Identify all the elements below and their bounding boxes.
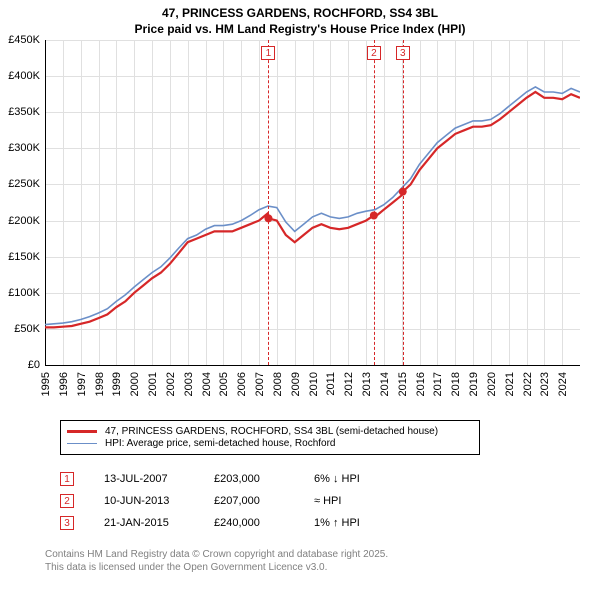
title-line-2: Price paid vs. HM Land Registry's House … — [0, 22, 600, 38]
sales-row-diff: ≈ HPI — [314, 495, 414, 507]
y-tick-label: £450K — [8, 34, 40, 46]
sales-row-price: £203,000 — [214, 473, 314, 485]
x-tick-label: 2008 — [272, 372, 284, 396]
legend-swatch — [67, 443, 97, 445]
x-tick-label: 2011 — [325, 372, 337, 396]
sales-row: 2 10-JUN-2013£207,000≈ HPI — [60, 490, 414, 512]
y-tick-label: £300K — [8, 142, 40, 154]
x-tick-label: 2003 — [183, 372, 195, 396]
y-tick-label: £100K — [8, 287, 40, 299]
legend-label: 47, PRINCESS GARDENS, ROCHFORD, SS4 3BL … — [105, 426, 438, 437]
x-tick-label: 1995 — [40, 372, 52, 396]
x-tick-label: 2017 — [432, 372, 444, 396]
y-tick-label: £0 — [28, 359, 40, 371]
sales-row-price: £207,000 — [214, 495, 314, 507]
x-tick-label: 2010 — [308, 372, 320, 396]
y-tick-label: £400K — [8, 70, 40, 82]
x-tick-label: 2006 — [236, 372, 248, 396]
x-tick-label: 1996 — [58, 372, 70, 396]
sales-row-diff: 6% ↓ HPI — [314, 473, 414, 485]
x-tick-label: 2018 — [450, 372, 462, 396]
x-tick-label: 2004 — [201, 372, 213, 396]
y-tick-label: £250K — [8, 178, 40, 190]
sales-row-diff: 1% ↑ HPI — [314, 517, 414, 529]
plot-area: 1 2 3 — [45, 40, 580, 365]
legend-row: 47, PRINCESS GARDENS, ROCHFORD, SS4 3BL … — [67, 426, 473, 437]
x-tick-label: 2000 — [129, 372, 141, 396]
x-tick-label: 1998 — [94, 372, 106, 396]
x-tick-label: 1997 — [76, 372, 88, 396]
sale-marker-vline — [403, 40, 404, 365]
legend-box: 47, PRINCESS GARDENS, ROCHFORD, SS4 3BL … — [60, 420, 480, 455]
x-tick-label: 2021 — [504, 372, 516, 396]
x-tick-label: 1999 — [111, 372, 123, 396]
footer-line-1: Contains HM Land Registry data © Crown c… — [45, 548, 388, 561]
sale-marker-box: 3 — [396, 46, 410, 60]
sale-marker-vline — [374, 40, 375, 365]
sales-row-price: £240,000 — [214, 517, 314, 529]
sales-row-date: 10-JUN-2013 — [104, 495, 214, 507]
x-tick-label: 2020 — [486, 372, 498, 396]
sales-row-date: 21-JAN-2015 — [104, 517, 214, 529]
chart-container: 47, PRINCESS GARDENS, ROCHFORD, SS4 3BL … — [0, 0, 600, 590]
sales-row-date: 13-JUL-2007 — [104, 473, 214, 485]
y-tick-label: £50K — [14, 323, 40, 335]
x-tick-label: 2016 — [415, 372, 427, 396]
sales-row: 3 21-JAN-2015£240,0001% ↑ HPI — [60, 512, 414, 534]
x-tick-label: 2013 — [361, 372, 373, 396]
x-tick-label: 2022 — [522, 372, 534, 396]
x-tick-label: 2015 — [397, 372, 409, 396]
sales-table: 1 13-JUL-2007£203,0006% ↓ HPI 2 10-JUN-2013… — [60, 468, 414, 534]
y-tick-label: £200K — [8, 215, 40, 227]
property-line — [45, 92, 580, 327]
footer-line-2: This data is licensed under the Open Gov… — [45, 561, 388, 574]
x-tick-label: 2019 — [468, 372, 480, 396]
x-tick-label: 2024 — [557, 372, 569, 396]
x-axis — [45, 365, 580, 366]
sales-row: 1 13-JUL-2007£203,0006% ↓ HPI — [60, 468, 414, 490]
hpi-line — [45, 87, 580, 325]
legend-row: HPI: Average price, semi-detached house,… — [67, 438, 473, 449]
line-chart-svg — [45, 40, 580, 365]
x-tick-label: 2001 — [147, 372, 159, 396]
x-tick-label: 2014 — [379, 372, 391, 396]
x-tick-label: 2023 — [539, 372, 551, 396]
x-tick-label: 2012 — [343, 372, 355, 396]
title-line-1: 47, PRINCESS GARDENS, ROCHFORD, SS4 3BL — [0, 6, 600, 22]
x-tick-label: 2009 — [290, 372, 302, 396]
sale-marker-box: 1 — [261, 46, 275, 60]
y-tick-label: £150K — [8, 251, 40, 263]
title-block: 47, PRINCESS GARDENS, ROCHFORD, SS4 3BL … — [0, 0, 600, 41]
y-tick-label: £350K — [8, 106, 40, 118]
sales-row-index: 1 — [60, 472, 74, 486]
sale-marker-box: 2 — [367, 46, 381, 60]
legend-label: HPI: Average price, semi-detached house,… — [105, 438, 336, 449]
x-tick-label: 2002 — [165, 372, 177, 396]
sales-row-index: 3 — [60, 516, 74, 530]
x-tick-label: 2005 — [218, 372, 230, 396]
sale-marker-vline — [268, 40, 269, 365]
legend-swatch — [67, 430, 97, 432]
footer-attribution: Contains HM Land Registry data © Crown c… — [45, 548, 388, 574]
sales-row-index: 2 — [60, 494, 74, 508]
x-tick-label: 2007 — [254, 372, 266, 396]
